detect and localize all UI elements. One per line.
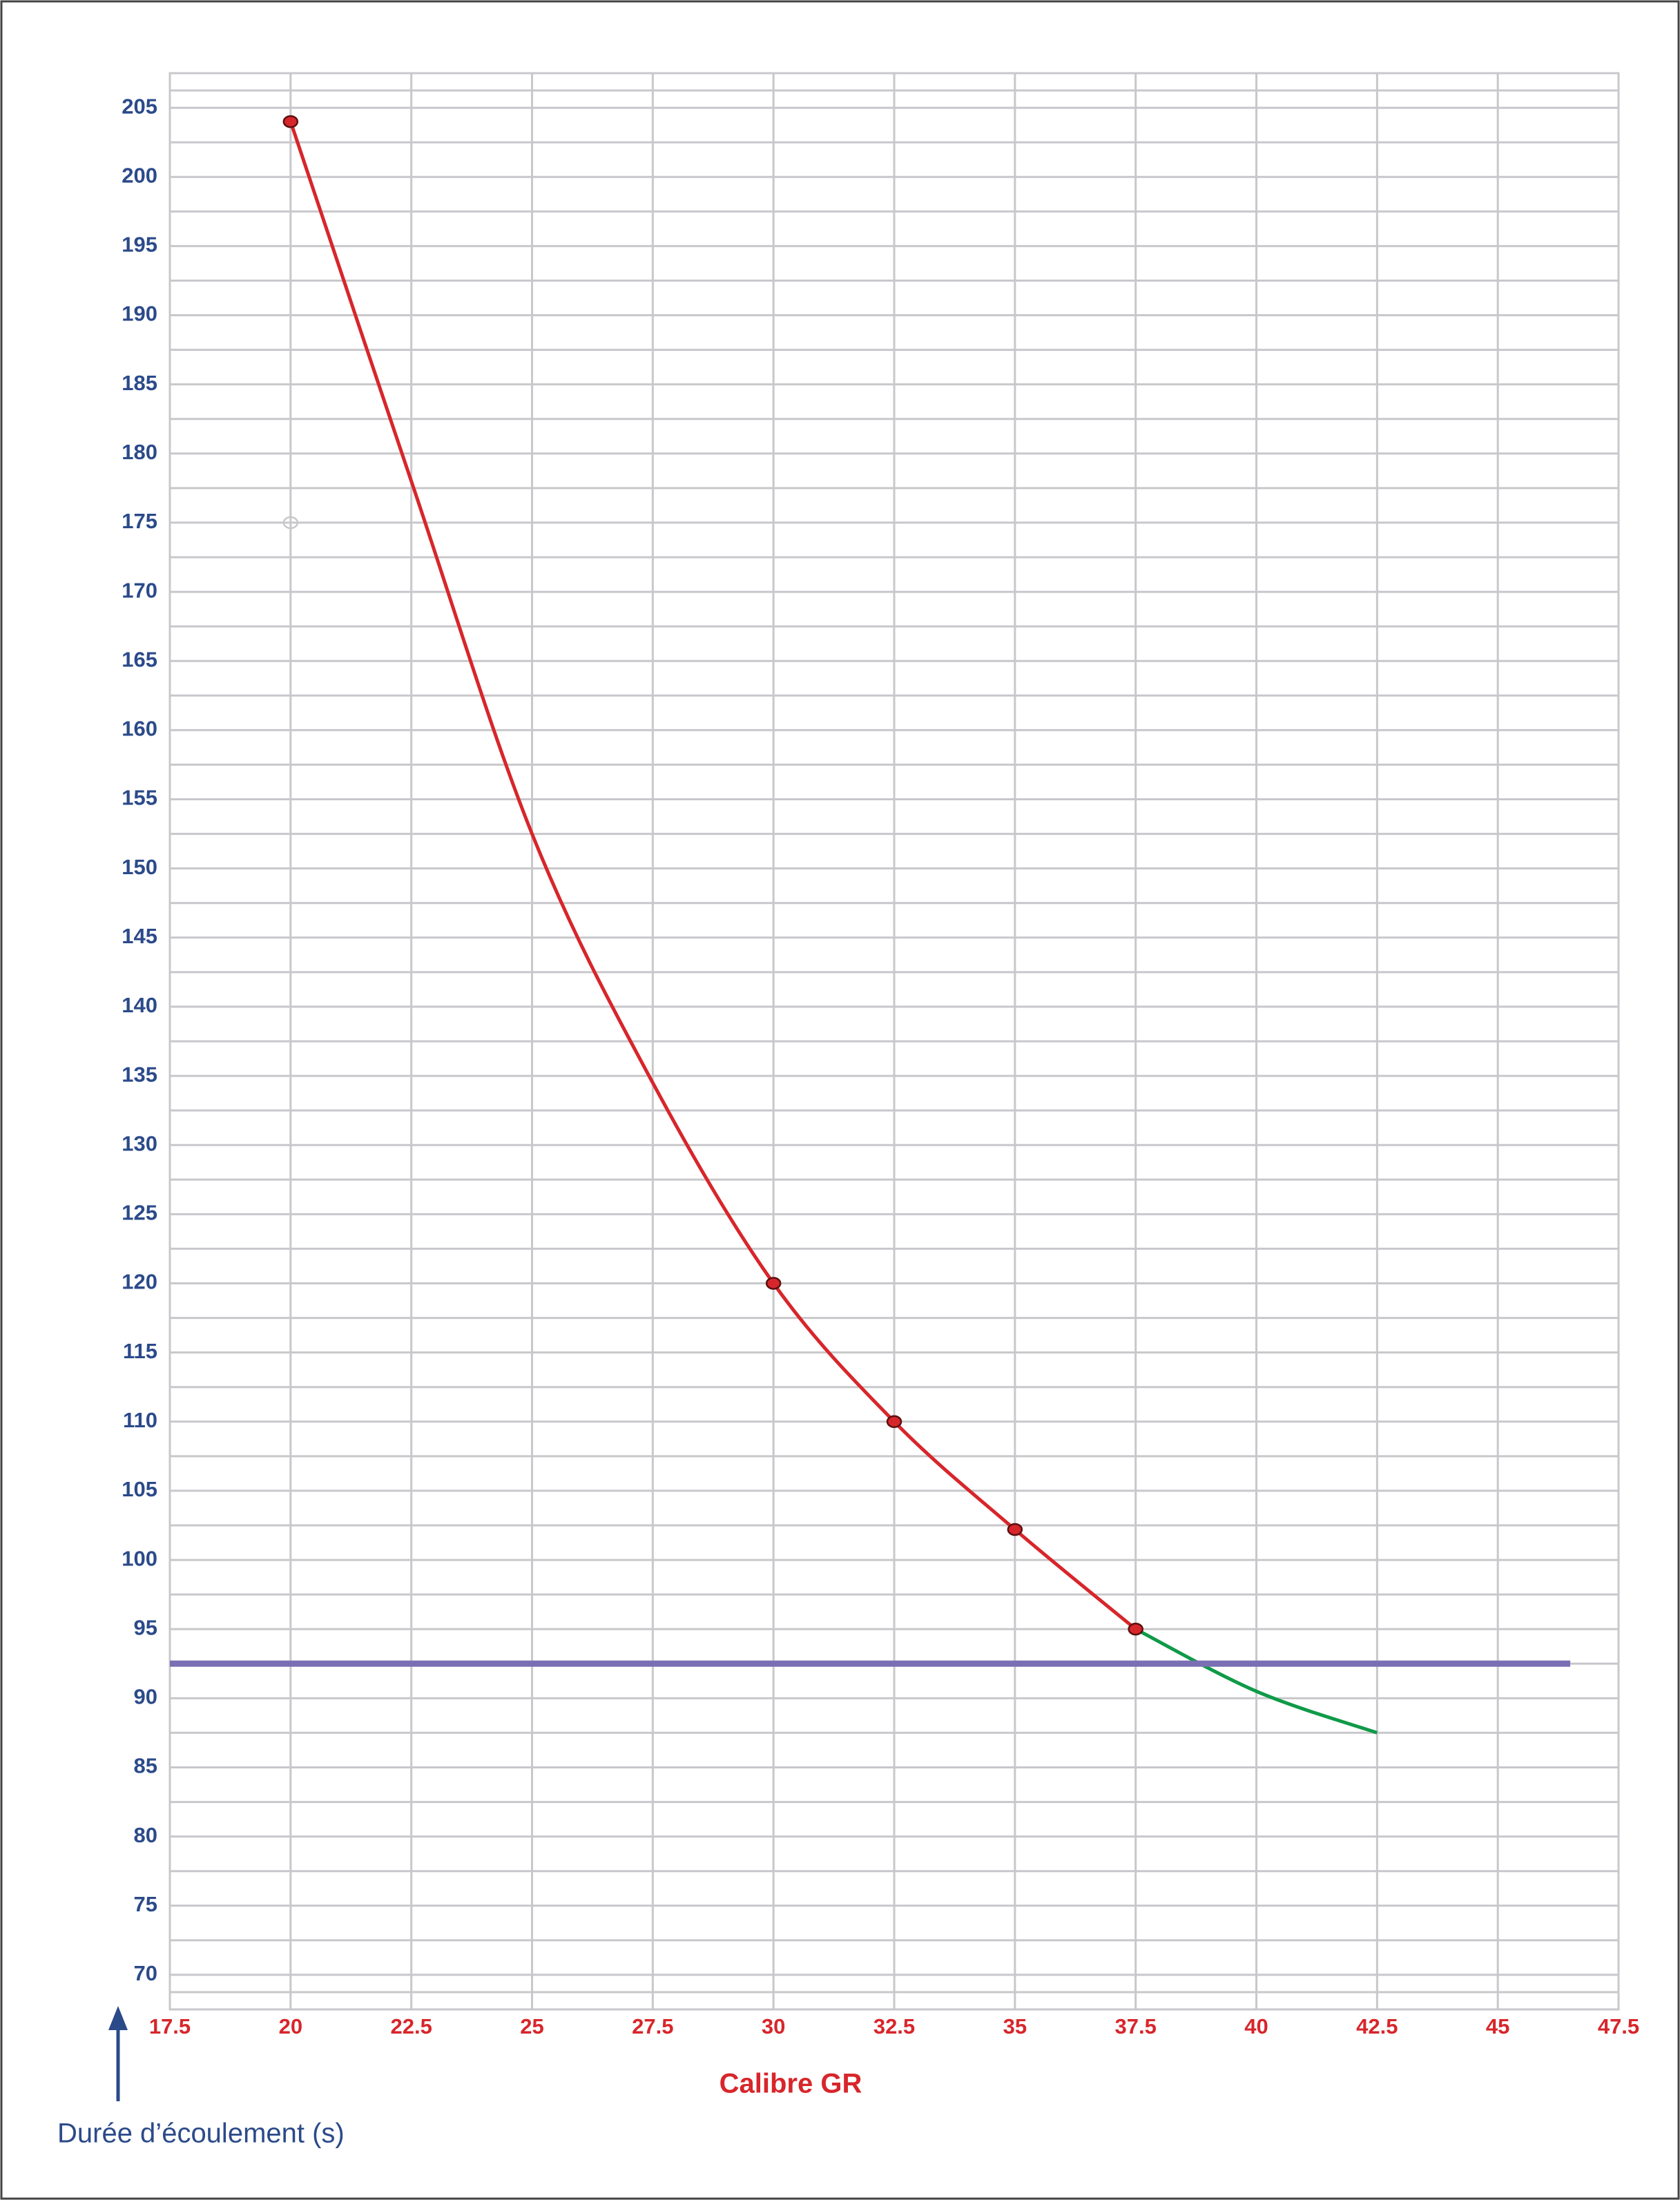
fit-curve bbox=[289, 121, 1137, 1631]
y-tick-label: 90 bbox=[134, 1685, 157, 1709]
y-tick-label: 150 bbox=[122, 855, 157, 879]
x-tick-label: 32.5 bbox=[873, 2014, 915, 2038]
data-point bbox=[1128, 1622, 1143, 1636]
x-tick-label: 35 bbox=[1003, 2014, 1027, 2038]
y-tick-label: 80 bbox=[134, 1823, 157, 1847]
y-tick-label: 140 bbox=[122, 993, 157, 1017]
y-tick-label: 160 bbox=[122, 717, 157, 741]
fit-curve bbox=[1135, 1627, 1378, 1735]
y-tick-label: 165 bbox=[122, 647, 157, 671]
y-tick-label: 95 bbox=[134, 1615, 157, 1639]
x-tick-label: 37.5 bbox=[1114, 2014, 1156, 2038]
x-tick-label: 40 bbox=[1244, 2014, 1268, 2038]
data-point bbox=[1007, 1523, 1023, 1536]
x-tick-label: 42.5 bbox=[1356, 2014, 1398, 2038]
y-tick-label: 185 bbox=[122, 371, 157, 395]
data-point bbox=[282, 115, 299, 128]
x-tick-label: 47.5 bbox=[1598, 2014, 1639, 2038]
hollow-point bbox=[282, 516, 299, 530]
x-tick-label: 25 bbox=[520, 2014, 543, 2038]
y-axis-label: Durée d’écoulement (s) bbox=[57, 2119, 345, 2149]
y-tick-label: 145 bbox=[122, 924, 157, 948]
x-axis-label: Calibre GR bbox=[720, 2069, 862, 2099]
x-tick-label: 22.5 bbox=[390, 2014, 432, 2038]
y-tick-label: 85 bbox=[134, 1754, 157, 1778]
x-tick-label: 45 bbox=[1486, 2014, 1509, 2038]
data-point bbox=[765, 1277, 782, 1290]
y-arrow-head bbox=[108, 2006, 128, 2030]
x-tick-label: 17.5 bbox=[149, 2014, 191, 2038]
y-tick-label: 155 bbox=[122, 786, 157, 810]
x-tick-label: 30 bbox=[762, 2014, 785, 2038]
y-tick-label: 110 bbox=[123, 1408, 157, 1432]
data-point bbox=[886, 1415, 902, 1429]
y-tick-label: 200 bbox=[122, 163, 157, 187]
y-tick-label: 70 bbox=[134, 1961, 157, 1985]
y-tick-label: 205 bbox=[122, 94, 157, 118]
y-tick-label: 115 bbox=[123, 1339, 157, 1363]
y-tick-label: 105 bbox=[122, 1477, 157, 1501]
y-tick-label: 120 bbox=[122, 1270, 157, 1294]
y-tick-label: 130 bbox=[122, 1131, 157, 1155]
x-tick-label: 20 bbox=[279, 2014, 302, 2038]
y-tick-label: 190 bbox=[122, 302, 157, 326]
y-tick-label: 125 bbox=[122, 1201, 157, 1225]
y-tick-label: 175 bbox=[122, 509, 157, 533]
y-tick-label: 75 bbox=[134, 1892, 157, 1916]
y-tick-label: 195 bbox=[122, 233, 157, 257]
y-tick-label: 100 bbox=[122, 1546, 157, 1570]
y-tick-label: 135 bbox=[122, 1062, 157, 1086]
y-tick-label: 180 bbox=[122, 440, 157, 464]
y-tick-label: 170 bbox=[122, 578, 157, 602]
x-tick-label: 27.5 bbox=[632, 2014, 673, 2038]
